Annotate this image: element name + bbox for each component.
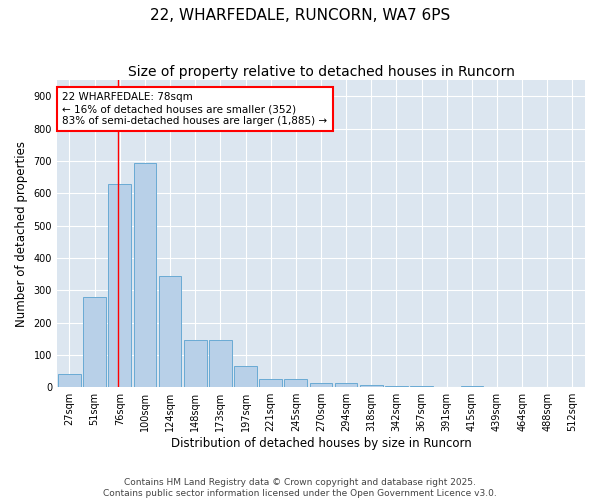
X-axis label: Distribution of detached houses by size in Runcorn: Distribution of detached houses by size … [170,437,472,450]
Bar [58,374,81,387]
Text: Contains HM Land Registry data © Crown copyright and database right 2025.
Contai: Contains HM Land Registry data © Crown c… [103,478,497,498]
Bar [259,379,282,387]
Bar [109,184,131,387]
Text: 22, WHARFEDALE, RUNCORN, WA7 6PS: 22, WHARFEDALE, RUNCORN, WA7 6PS [150,8,450,22]
Title: Size of property relative to detached houses in Runcorn: Size of property relative to detached ho… [128,65,514,79]
Bar [83,296,106,387]
Bar [234,366,257,387]
Bar [360,384,383,387]
Bar [159,276,181,387]
Bar [335,384,358,387]
Text: 22 WHARFEDALE: 78sqm
← 16% of detached houses are smaller (352)
83% of semi-deta: 22 WHARFEDALE: 78sqm ← 16% of detached h… [62,92,328,126]
Bar [385,386,408,387]
Bar [461,386,483,387]
Bar [310,384,332,387]
Bar [284,379,307,387]
Bar [410,386,433,387]
Bar [184,340,206,387]
Bar [134,162,156,387]
Bar [209,340,232,387]
Y-axis label: Number of detached properties: Number of detached properties [15,140,28,326]
